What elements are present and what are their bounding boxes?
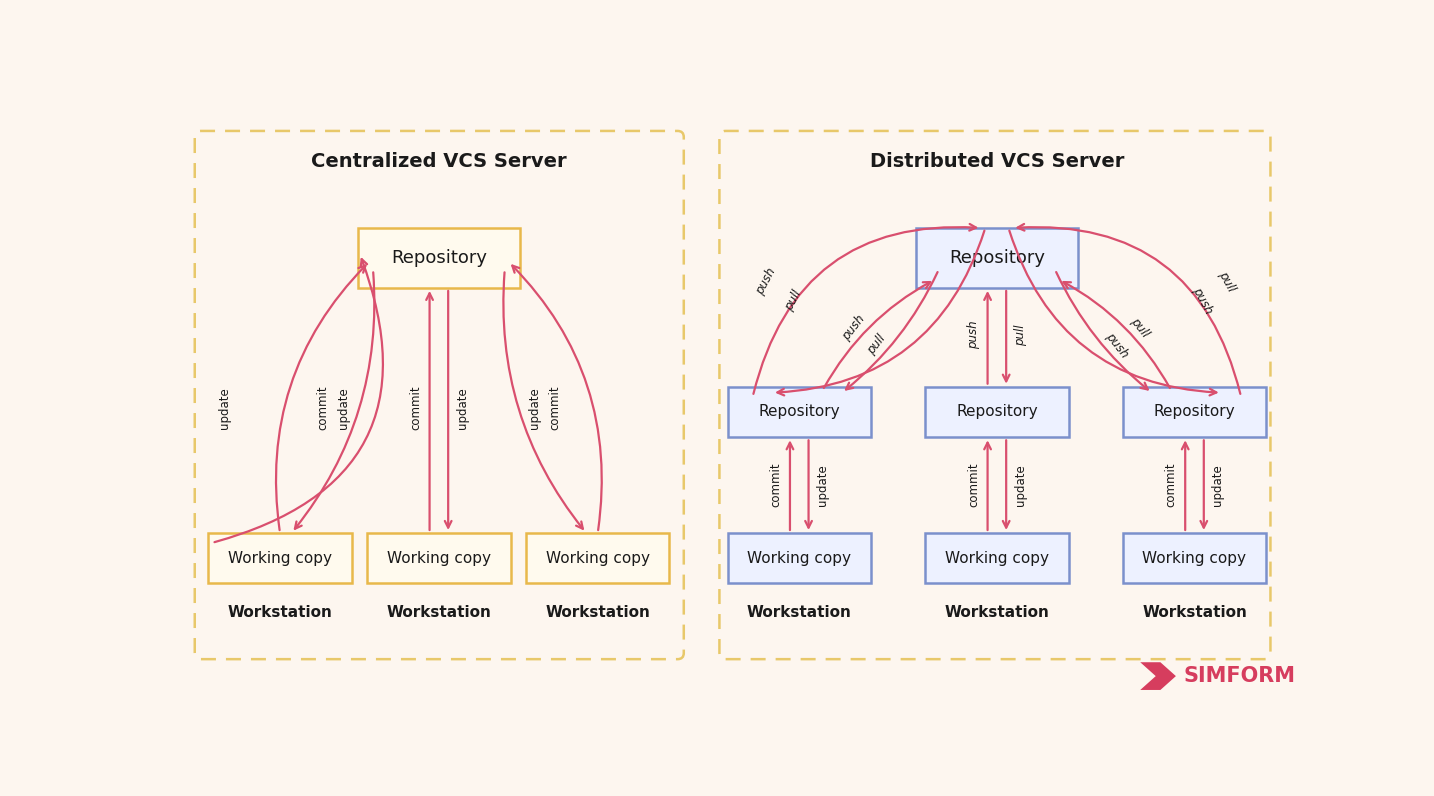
Text: Workstation: Workstation (1141, 605, 1248, 620)
Text: pull: pull (865, 333, 889, 357)
Text: Repository: Repository (391, 249, 488, 267)
Text: update: update (1014, 464, 1027, 506)
Text: push: push (1190, 285, 1215, 316)
Text: commit: commit (770, 462, 783, 508)
Text: update: update (337, 388, 350, 429)
Text: pull: pull (783, 288, 804, 313)
FancyBboxPatch shape (526, 533, 670, 583)
Text: update: update (528, 388, 541, 429)
Text: commit: commit (549, 386, 562, 431)
Text: commit: commit (315, 386, 330, 431)
Text: push: push (753, 265, 779, 297)
Text: Working copy: Working copy (387, 551, 490, 566)
Text: Workstation: Workstation (747, 605, 852, 620)
FancyBboxPatch shape (925, 533, 1068, 583)
FancyBboxPatch shape (1123, 533, 1266, 583)
Text: Centralized VCS Server: Centralized VCS Server (311, 152, 566, 171)
Text: Working copy: Working copy (228, 551, 333, 566)
Text: update: update (816, 464, 829, 506)
Text: SIMFORM: SIMFORM (1183, 666, 1296, 686)
Text: commit: commit (967, 462, 979, 508)
Text: push: push (1103, 330, 1131, 361)
Text: Repository: Repository (956, 404, 1038, 419)
Text: update: update (218, 388, 231, 429)
Text: Workstation: Workstation (545, 605, 650, 620)
Text: Repository: Repository (949, 249, 1045, 267)
Text: Working copy: Working copy (747, 551, 852, 566)
Polygon shape (1140, 662, 1176, 690)
Text: pull: pull (1216, 268, 1238, 294)
FancyBboxPatch shape (727, 387, 870, 437)
Text: Working copy: Working copy (546, 551, 650, 566)
Text: commit: commit (1164, 462, 1177, 508)
FancyBboxPatch shape (367, 533, 511, 583)
FancyBboxPatch shape (915, 228, 1078, 288)
Text: Working copy: Working copy (1143, 551, 1246, 566)
FancyBboxPatch shape (357, 228, 521, 288)
Text: update: update (1212, 464, 1225, 506)
Text: Workstation: Workstation (386, 605, 492, 620)
Text: push: push (839, 312, 868, 342)
Text: pull: pull (1129, 314, 1152, 340)
FancyBboxPatch shape (1123, 387, 1266, 437)
Text: commit: commit (409, 386, 422, 431)
Text: Repository: Repository (759, 404, 840, 419)
Text: Workstation: Workstation (228, 605, 333, 620)
Text: Workstation: Workstation (945, 605, 1050, 620)
FancyBboxPatch shape (727, 533, 870, 583)
Text: push: push (967, 321, 979, 349)
Text: pull: pull (1014, 324, 1027, 345)
Text: Repository: Repository (1154, 404, 1235, 419)
Text: Working copy: Working copy (945, 551, 1048, 566)
Text: Distributed VCS Server: Distributed VCS Server (869, 152, 1124, 171)
FancyBboxPatch shape (925, 387, 1068, 437)
Text: update: update (456, 388, 469, 429)
FancyBboxPatch shape (208, 533, 351, 583)
